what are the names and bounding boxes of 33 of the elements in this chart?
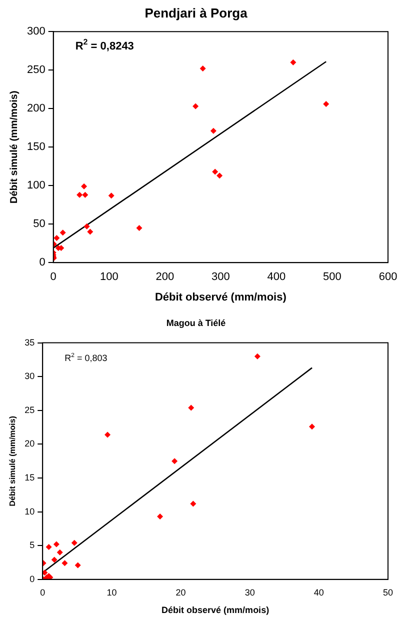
y-tick-label: 100 — [26, 180, 46, 192]
y-tick-label: 250 — [26, 64, 46, 76]
y-tick-label: 150 — [26, 141, 46, 154]
y-tick-label: 50 — [33, 218, 46, 230]
y-tick-label: 0 — [39, 256, 46, 269]
x-tick-label: 600 — [378, 271, 398, 284]
y-tick-label: 20 — [24, 438, 35, 449]
x-tick-label: 10 — [106, 587, 117, 598]
y-tick-label: 200 — [26, 102, 46, 115]
x-tick-label: 200 — [156, 271, 174, 284]
x-tick-label: 500 — [323, 271, 342, 284]
x-tick-label: 20 — [176, 587, 186, 598]
y-axis-title: Débit simulé (mm/mois) — [8, 90, 20, 204]
x-tick-label: 40 — [314, 587, 324, 598]
x-tick-label: 400 — [267, 271, 286, 284]
y-tick-label: 35 — [24, 337, 35, 348]
x-tick-label: 30 — [244, 587, 255, 598]
x-tick-label: 0 — [50, 271, 56, 284]
y-tick-label: 5 — [30, 540, 35, 550]
y-tick-label: 30 — [24, 371, 35, 382]
chart-title: Magou à Tiélé — [166, 318, 226, 328]
x-axis-title: Débit observé (mm/mois) — [154, 291, 287, 304]
chart-title: Pendjari à Porga — [144, 5, 248, 20]
y-tick-label: 25 — [24, 404, 35, 415]
y-tick-label: 15 — [24, 472, 35, 482]
y-tick-label: 0 — [30, 574, 35, 584]
x-axis-title: Débit observé (mm/mois) — [162, 605, 270, 616]
x-tick-label: 50 — [382, 587, 394, 598]
y-axis-title: Débit simulé (mm/mois) — [8, 416, 18, 506]
x-tick-label: 300 — [211, 271, 230, 284]
y-tick-label: 300 — [26, 26, 46, 38]
y-tick-label: 10 — [24, 506, 35, 516]
x-tick-label: 100 — [100, 271, 118, 284]
